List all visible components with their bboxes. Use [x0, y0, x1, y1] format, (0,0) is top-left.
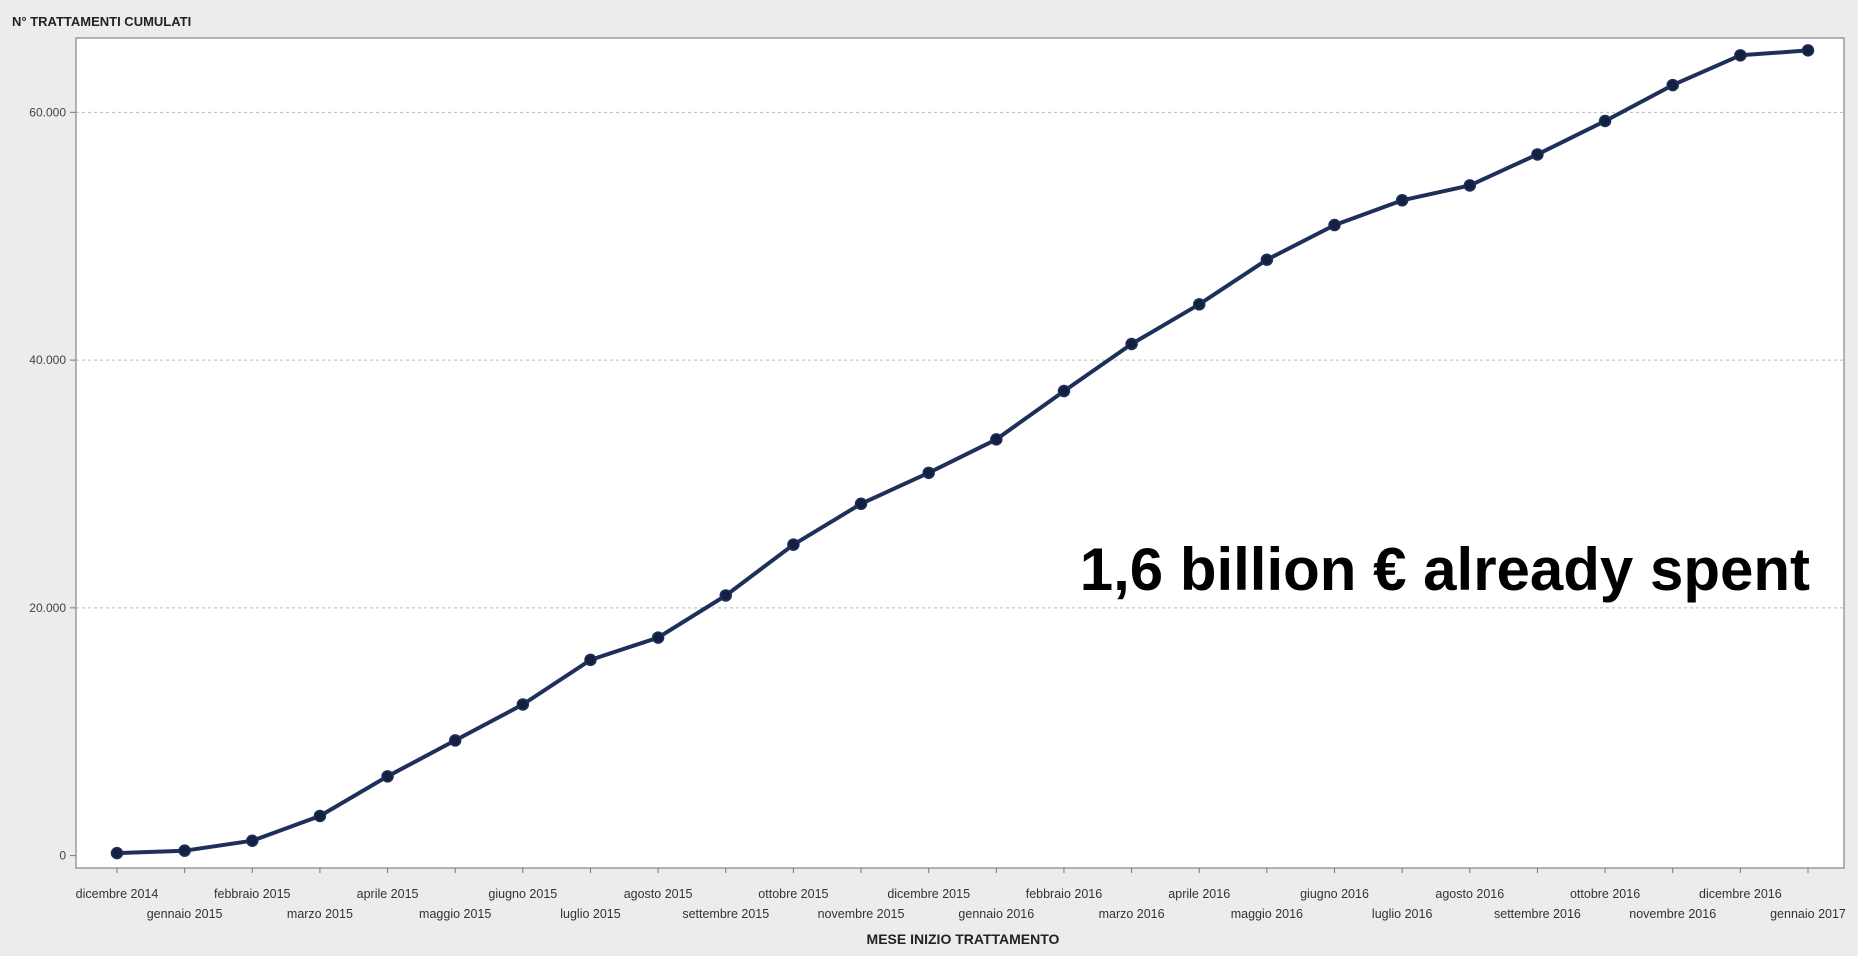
x-tick-label: agosto 2015 — [624, 887, 693, 901]
x-tick-label: dicembre 2014 — [76, 887, 159, 901]
x-tick-label: giugno 2016 — [1300, 887, 1369, 901]
x-tick-label: luglio 2016 — [1372, 907, 1433, 921]
x-axis-title: MESE INIZIO TRATTAMENTO — [867, 931, 1060, 947]
data-point — [110, 846, 124, 860]
data-point — [1125, 337, 1138, 351]
plot-area — [75, 37, 1845, 869]
x-tick-label: ottobre 2016 — [1570, 887, 1640, 901]
x-tick-label: maggio 2016 — [1231, 907, 1303, 921]
y-tick-label: 20.000 — [29, 601, 66, 615]
series-line — [115, 48, 1810, 856]
x-tick-label: gennaio 2015 — [147, 907, 223, 921]
x-tick-label: novembre 2015 — [818, 907, 905, 921]
data-point — [448, 734, 462, 747]
data-point — [854, 497, 868, 511]
data-point — [787, 538, 800, 551]
x-tick-label: marzo 2015 — [287, 907, 353, 921]
x-tick-label: giugno 2015 — [488, 887, 557, 901]
data-point — [1734, 49, 1747, 62]
x-tick-label: febbraio 2015 — [214, 887, 291, 901]
data-point — [516, 698, 530, 711]
data-point — [1192, 298, 1206, 311]
x-tick-label: dicembre 2015 — [887, 887, 970, 901]
data-point — [1531, 148, 1544, 161]
x-tick-label: aprile 2016 — [1168, 887, 1230, 901]
x-tick-label: novembre 2016 — [1629, 907, 1716, 921]
x-tick-label: luglio 2015 — [560, 907, 621, 921]
data-point — [719, 589, 733, 602]
x-tick-label: settembre 2015 — [682, 907, 769, 921]
data-point — [1395, 194, 1409, 207]
data-point — [1463, 179, 1477, 192]
data-point — [1328, 218, 1341, 232]
data-point — [1666, 78, 1679, 92]
data-point — [1260, 253, 1274, 266]
data-point — [651, 631, 665, 644]
data-point — [313, 809, 327, 823]
x-tick-label: marzo 2016 — [1099, 907, 1165, 921]
x-tick-label: febbraio 2016 — [1026, 887, 1103, 901]
data-point — [178, 844, 191, 857]
x-tick-label: maggio 2015 — [419, 907, 491, 921]
y-tick-label: 40.000 — [29, 353, 66, 367]
x-tick-label: agosto 2016 — [1435, 887, 1504, 901]
annotation-text: 1,6 billion € already spent — [1080, 536, 1810, 603]
y-axis-ticks: 0 20.000 40.000 60.000 — [29, 105, 76, 863]
data-point — [1057, 384, 1071, 398]
data-point — [246, 834, 259, 847]
data-point — [990, 433, 1003, 446]
gridlines — [76, 111, 1844, 609]
data-point — [922, 466, 935, 480]
y-axis-title: N° TRATTAMENTI CUMULATI — [12, 14, 191, 29]
series-group — [110, 44, 1815, 860]
x-tick-label: gennaio 2016 — [958, 907, 1034, 921]
x-tick-label: dicembre 2016 — [1699, 887, 1782, 901]
x-tick-label: ottobre 2015 — [758, 887, 828, 901]
y-tick-label: 60.000 — [29, 105, 66, 119]
data-point — [584, 653, 597, 667]
x-tick-label: settembre 2016 — [1494, 907, 1581, 921]
data-point — [1801, 44, 1815, 57]
y-tick-label: 0 — [59, 849, 66, 863]
data-point — [1598, 114, 1612, 128]
x-tick-label: gennaio 2017 — [1770, 907, 1846, 921]
x-tick-label: aprile 2015 — [357, 887, 419, 901]
data-point — [381, 770, 394, 783]
x-axis-ticks: dicembre 2014 gennaio 2015 febbraio 2015 ma… — [76, 868, 1846, 921]
